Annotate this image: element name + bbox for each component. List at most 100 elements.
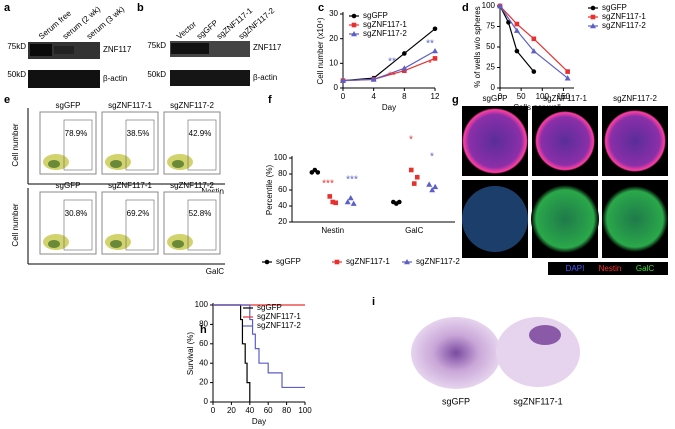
- series-line: [342, 50, 436, 82]
- x-tick-label: 60: [264, 406, 273, 415]
- marker: [414, 174, 420, 180]
- x-tick-label: 0: [211, 406, 216, 415]
- blot-band: [171, 43, 209, 54]
- x-axis-label: Day: [252, 417, 266, 426]
- gate: [187, 199, 217, 251]
- legend-label: sgZNF117-1: [346, 257, 390, 266]
- cells: [172, 160, 184, 168]
- x-tick-label: 150: [557, 92, 571, 101]
- channel: GalC: [636, 264, 654, 273]
- blot-band: [30, 44, 52, 56]
- y-tick-label: 60: [199, 339, 208, 348]
- annotation: ***: [322, 179, 334, 190]
- marker: [402, 51, 407, 56]
- y-axis-label: Cell number (x10⁴): [316, 17, 325, 84]
- marker: [531, 36, 537, 42]
- blot-a: 75kD 50kD ZNF117 β-actin Serum free seru…: [7, 4, 132, 88]
- legend-label: sgZNF117-1: [363, 20, 407, 29]
- gate: [63, 119, 93, 171]
- marker: [351, 22, 357, 28]
- blot-band: [54, 46, 74, 54]
- percent: 42.9%: [189, 129, 212, 138]
- sample: sgZNF117-2: [170, 181, 214, 190]
- panel-label: g: [452, 94, 459, 106]
- marker: [334, 259, 340, 265]
- marker: [506, 20, 511, 25]
- marker: [401, 65, 408, 71]
- y-tick-label: 0: [204, 397, 209, 406]
- legend-label: sgZNF117-2: [257, 321, 301, 330]
- y-tick-label: 20: [278, 217, 287, 226]
- sample: sgZNF117-1: [513, 396, 562, 406]
- y-tick-label: 20: [329, 34, 338, 43]
- legend-label: sgZNF117-2: [363, 29, 407, 38]
- sample: sgZNF117-2: [170, 101, 214, 110]
- annotation: **: [426, 39, 434, 50]
- sphere: [462, 186, 528, 252]
- marker: [370, 76, 377, 82]
- series-line: [499, 5, 569, 79]
- y-tick-label: 100: [482, 1, 496, 10]
- panel-label: d: [462, 2, 469, 14]
- x-tick-label: 100: [536, 92, 550, 101]
- series-line: [342, 28, 436, 82]
- panel-label: a: [4, 2, 11, 14]
- y-tick-label: 40: [278, 201, 287, 210]
- sample: sgZNF117-1: [108, 181, 152, 190]
- y-tick-label: 100: [195, 300, 209, 309]
- marker: [340, 77, 346, 83]
- percent: 30.8%: [65, 209, 88, 218]
- x-tick-label: Nestin: [321, 226, 344, 235]
- gate: [125, 119, 155, 171]
- annotation: *: [428, 59, 432, 70]
- marker: [590, 14, 596, 20]
- blot-band: [170, 70, 250, 86]
- images-i: sgGFP sgZNF117-1: [411, 317, 580, 406]
- cells: [48, 160, 60, 168]
- percent: 69.2%: [127, 209, 150, 218]
- marker: [565, 69, 570, 74]
- x-tick-label: 40: [245, 406, 254, 415]
- marker: [408, 167, 414, 173]
- marker: [590, 5, 596, 11]
- marker: [351, 31, 357, 37]
- panel-label: f: [268, 94, 272, 106]
- series-line: [213, 304, 305, 389]
- sample: sgZNF117-1: [543, 94, 587, 103]
- x-tick-label: 4: [371, 92, 376, 101]
- marker: [564, 75, 571, 81]
- legend-label: sgGFP: [257, 303, 282, 312]
- x-tick-label: 8: [402, 92, 407, 101]
- marker: [404, 259, 410, 265]
- x-tick-label: 0: [498, 92, 503, 101]
- sample: sgGFP: [56, 181, 81, 190]
- sample: sgZNF117-1: [108, 101, 152, 110]
- percent: 52.8%: [189, 209, 212, 218]
- x-tick-label: 20: [227, 406, 236, 415]
- marker: [514, 21, 520, 27]
- panel-label: e: [4, 94, 10, 106]
- legend-label: sgGFP: [276, 257, 301, 266]
- channel: DAPI: [566, 264, 585, 273]
- y-axis-label: Cell number: [11, 123, 20, 166]
- marker: [513, 27, 520, 33]
- blot-b: 75kD 50kD ZNF117 β-actin Vector sgGFP sg…: [147, 6, 282, 86]
- gate: [63, 199, 93, 251]
- y-axis-label: % of wells w/o spheres: [473, 6, 482, 87]
- marker: [432, 56, 438, 61]
- panel-label: h: [200, 324, 207, 336]
- x-tick-label: 50: [517, 92, 526, 101]
- lane: Vector: [175, 19, 198, 41]
- x-tick-label: 100: [298, 406, 312, 415]
- sample: sgGFP: [442, 396, 470, 406]
- y-tick-label: 40: [199, 358, 208, 367]
- marker: [397, 199, 402, 205]
- x-axis-label: GalC: [206, 267, 224, 276]
- marker: [315, 170, 321, 175]
- marker: [590, 23, 596, 29]
- marker: [330, 199, 336, 205]
- protein: ZNF117: [253, 43, 282, 52]
- panel-label: b: [137, 2, 144, 14]
- legend-label: sgGFP: [363, 11, 388, 20]
